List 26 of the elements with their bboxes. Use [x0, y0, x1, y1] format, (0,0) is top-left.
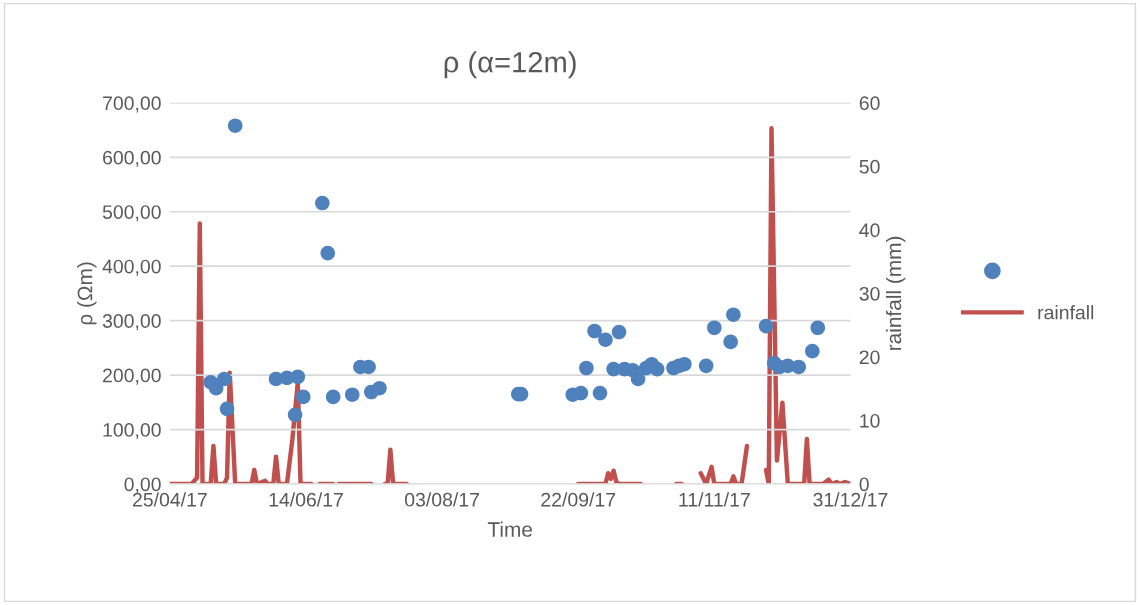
y-tick-label: 500,00 [102, 205, 161, 222]
y-axis-title: ρ (Ωm) [77, 262, 97, 325]
y2-tick-label: 10 [860, 413, 880, 428]
y2-tick-label: 40 [859, 223, 880, 238]
y2-tick-label: 30 [859, 286, 880, 301]
x-tick-label: 14/06/17 [269, 492, 343, 507]
x-tick-label: 03/08/17 [405, 492, 479, 507]
y2-tick-label: 0 [859, 477, 869, 492]
x-axis-title: Time [487, 521, 532, 537]
y-tick-label: 100,00 [103, 423, 161, 440]
y-tick-label: 300,00 [102, 314, 161, 331]
y-tick-label: 200,00 [103, 368, 161, 385]
x-tick-label: 31/12/17 [813, 492, 888, 507]
x-tick-label: 22/09/17 [541, 492, 616, 507]
y2-tick-label: 60 [859, 96, 880, 111]
y2-axis-title: rainfall (mm) [885, 236, 906, 350]
x-tick-label: 25/04/17 [133, 492, 207, 507]
y-tick-label: 0,00 [124, 477, 161, 494]
y2-tick-label: 20 [859, 350, 880, 365]
y-tick-label: 700,00 [103, 96, 161, 113]
legend-label: rainfall [1038, 305, 1094, 320]
y-tick-label: 600,00 [103, 150, 161, 167]
chart-title: ρ (α=12m) [444, 51, 576, 79]
y2-tick-label: 50 [859, 159, 880, 174]
x-tick-label: 11/11/17 [679, 492, 750, 507]
y-tick-label: 400,00 [102, 259, 161, 276]
